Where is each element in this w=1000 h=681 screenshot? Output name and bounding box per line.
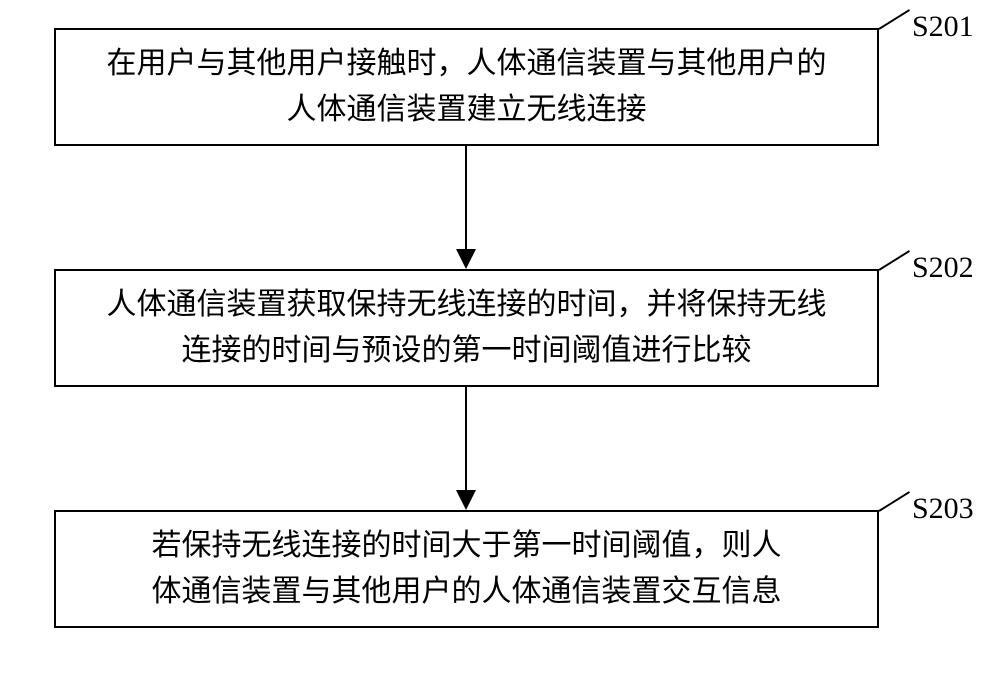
step-label-s203: S203 (912, 492, 974, 526)
edge-s201-s202-line (465, 146, 467, 249)
flow-step-s201-text: 在用户与其他用户接触时，人体通信装置与其他用户的 人体通信装置建立无线连接 (107, 41, 827, 134)
flow-step-s202-text: 人体通信装置获取保持无线连接的时间，并将保持无线 连接的时间与预设的第一时间阈值… (107, 282, 827, 375)
flow-step-s203: 若保持无线连接的时间大于第一时间阈值，则人 体通信装置与其他用户的人体通信装置交… (54, 510, 879, 628)
leader-s202 (878, 250, 910, 271)
flow-step-s202: 人体通信装置获取保持无线连接的时间，并将保持无线 连接的时间与预设的第一时间阈值… (54, 269, 879, 387)
edge-s201-s202-head (456, 249, 476, 269)
edge-s202-s203-head (456, 490, 476, 510)
flow-step-s201: 在用户与其他用户接触时，人体通信装置与其他用户的 人体通信装置建立无线连接 (54, 28, 879, 146)
edge-s202-s203-line (465, 387, 467, 490)
leader-s201 (878, 9, 910, 30)
flow-step-s203-text: 若保持无线连接的时间大于第一时间阈值，则人 体通信装置与其他用户的人体通信装置交… (152, 523, 782, 616)
leader-s203 (878, 491, 910, 512)
step-label-s201: S201 (912, 10, 974, 44)
step-label-s202: S202 (912, 251, 974, 285)
